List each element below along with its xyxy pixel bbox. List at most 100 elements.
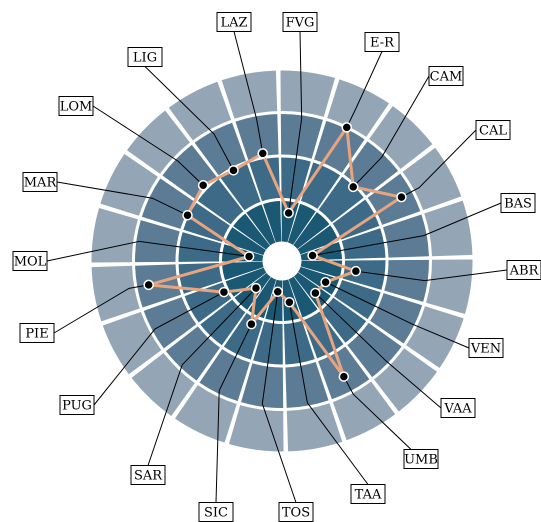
data-point-sic [246, 318, 257, 330]
ring-sector [314, 120, 365, 173]
ring-sector [406, 306, 464, 368]
category-label-ven: VEN [470, 342, 501, 357]
ring-sector [224, 227, 266, 256]
ring-sector [91, 207, 138, 263]
label-box-abr [506, 260, 541, 280]
ring-sector [248, 277, 277, 319]
data-point-tos [272, 286, 284, 298]
ring-sector [178, 263, 223, 294]
ring-sector [135, 220, 180, 263]
leader-line-tos [261, 291, 297, 503]
ring-sector [341, 228, 386, 259]
category-label-e-r: E-R [370, 36, 395, 51]
leader-line-bas [312, 202, 502, 257]
leader-line-taa [288, 302, 369, 485]
leader-line-mar [56, 181, 188, 216]
category-label-umb: UMB [404, 453, 438, 468]
category-label-sic: SIC [204, 506, 228, 521]
label-box-pug [59, 395, 95, 415]
category-label-lom: LOM [60, 100, 93, 115]
leader-line-lig [144, 66, 234, 171]
ring-sector [233, 213, 271, 250]
label-box-bas [500, 193, 536, 213]
data-point-pie [143, 279, 154, 291]
ring-sector [300, 162, 341, 209]
ring-sector [384, 259, 429, 302]
data-point-mar [182, 209, 193, 221]
data-point-laz [257, 148, 268, 159]
leader-line-ven [325, 281, 470, 349]
ring-sector [300, 260, 342, 278]
data-point-bas [307, 250, 318, 261]
ring-sector [288, 276, 318, 318]
category-label-abr: ABR [509, 264, 540, 279]
data-point-umb [338, 371, 350, 382]
label-box-ven [468, 338, 504, 358]
category-label-vaa: VAA [443, 402, 472, 417]
data-point-sar [250, 282, 262, 294]
ring-sector [426, 259, 473, 315]
ring-sector [253, 321, 283, 365]
data-point-vaa [310, 287, 321, 299]
label-box-mar [22, 172, 58, 192]
label-leader-lines [46, 31, 508, 503]
ring-sector [143, 297, 197, 349]
ring-sector [332, 381, 396, 441]
label-box-lig [127, 47, 163, 67]
ring-sector [222, 261, 264, 280]
ring-sector [102, 311, 162, 375]
leader-line-pie [53, 284, 149, 334]
data-point-fvg [283, 207, 294, 219]
category-label-taa: TAA [355, 488, 382, 503]
ring-sector [424, 200, 473, 257]
ring-sector [286, 403, 343, 452]
ring-sector [334, 279, 381, 320]
ring-sector [100, 154, 158, 216]
label-box-e-r [364, 32, 400, 52]
label-box-umb [403, 449, 439, 469]
data-point-cal [396, 191, 407, 203]
ring-sector [284, 320, 315, 365]
data-point-ven [320, 276, 331, 288]
ring-sector [298, 266, 340, 295]
ring-sector [285, 362, 329, 408]
data-point-abr [350, 265, 362, 277]
ring-sector [369, 105, 433, 169]
ring-sector [221, 70, 278, 119]
category-label-bas: BAS [504, 197, 532, 212]
data-point-pug [218, 286, 230, 298]
category-label-mar: MAR [24, 176, 58, 191]
leader-line-fvg [288, 31, 303, 214]
ring-sector [241, 363, 284, 408]
ring-sector [199, 349, 250, 402]
ring-sector [287, 203, 316, 245]
ring-sector [249, 157, 280, 202]
label-box-taa [350, 484, 386, 504]
leader-line-cal [401, 129, 477, 198]
ring-sector [293, 212, 330, 250]
label-box-vaa [440, 398, 476, 418]
category-label-tos: TOS [282, 506, 310, 521]
leader-line-umb [343, 376, 422, 460]
leader-line-cam [352, 75, 430, 188]
ring-sector [228, 405, 284, 452]
category-label-mol: MOL [14, 255, 47, 270]
label-box-pie [19, 323, 55, 343]
label-box-cam [428, 66, 464, 86]
label-box-lom [58, 96, 94, 116]
ring-sector [281, 157, 311, 201]
leader-line-sar [147, 287, 257, 466]
ring-sector [280, 114, 323, 159]
ring-sector [220, 163, 261, 211]
label-box-laz [216, 12, 252, 32]
ring-sector [402, 147, 462, 211]
ring-sector [246, 204, 276, 246]
category-label-fvg: FVG [286, 16, 315, 31]
leader-line-mol [46, 240, 250, 262]
ring-sector [194, 122, 246, 176]
ring-sector [280, 70, 336, 117]
category-label-laz: LAZ [220, 16, 247, 31]
ring-sector [374, 348, 438, 412]
data-point-mol [243, 251, 255, 262]
